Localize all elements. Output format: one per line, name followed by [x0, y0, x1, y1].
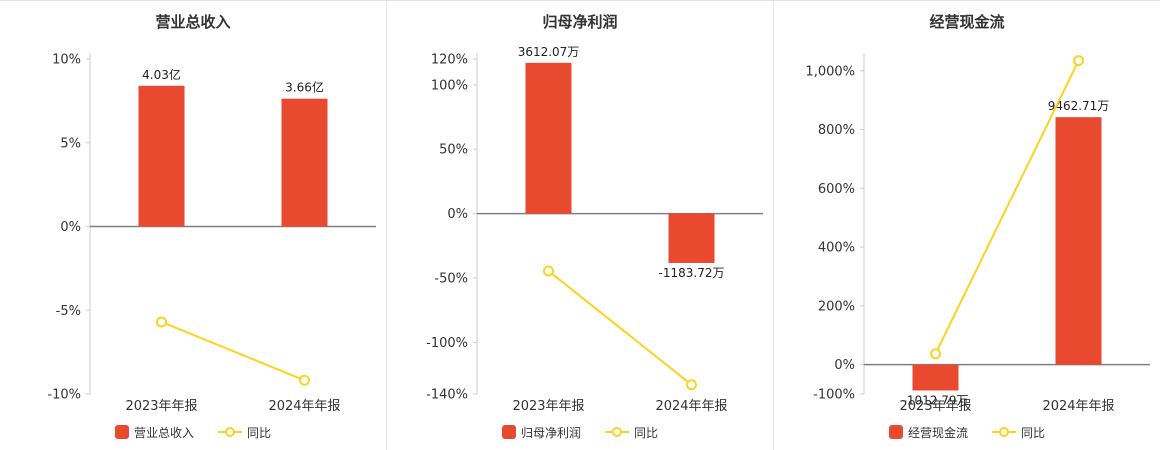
legend-label-bar-series: 营业总收入: [133, 425, 194, 440]
svg-text:600%: 600%: [818, 182, 855, 197]
svg-text:3612.07万: 3612.07万: [518, 45, 580, 59]
legend-item-bar-series[interactable]: 经营现金流: [888, 424, 968, 441]
bar-series-swatch-icon: [888, 425, 903, 439]
svg-text:2023年年报: 2023年年报: [899, 399, 971, 414]
chart-panel-operating-cash-flow: 经营现金流 1,000% 800% 600% 400% 200% 0% -100% -1012…: [773, 1, 1160, 450]
svg-text:100%: 100%: [431, 78, 468, 93]
svg-text:9462.71万: 9462.71万: [1048, 99, 1110, 113]
chart-panel-net-profit: 归母净利润 120% 100% 50% 0% -50% -100% -140% 3612.07…: [386, 1, 773, 450]
svg-text:2024年年报: 2024年年报: [268, 399, 340, 414]
svg-text:-5%: -5%: [56, 304, 81, 319]
svg-text:-1012.79万: -1012.79万: [903, 393, 969, 407]
bar-series-swatch-icon: [114, 425, 129, 439]
chart-canvas-operating-cash-flow: 1,000%800%600%400%200%0%-100% -1012.79万20…: [805, 53, 1150, 414]
line-series-marker-icon: [218, 427, 242, 437]
svg-text:4.03亿: 4.03亿: [142, 67, 181, 82]
legend-label-line-series: 同比: [1021, 425, 1046, 440]
legend-label-bar-series: 归母净利润: [520, 425, 581, 440]
svg-text:10%: 10%: [52, 53, 81, 68]
svg-text:-100%: -100%: [813, 388, 855, 403]
chart-legend-revenue: 营业总收入 同比: [0, 421, 386, 443]
chart-legend-operating-cash-flow: 经营现金流 同比: [774, 421, 1160, 443]
svg-text:-10%: -10%: [47, 388, 81, 403]
svg-text:-100%: -100%: [426, 336, 468, 351]
svg-text:3.66亿: 3.66亿: [285, 80, 324, 95]
svg-text:400%: 400%: [818, 241, 855, 256]
legend-item-line-series[interactable]: 同比: [992, 424, 1045, 441]
legend-label-bar-series: 经营现金流: [907, 425, 968, 440]
legend-item-bar-series[interactable]: 归母净利润: [501, 424, 581, 441]
line-series-marker-icon: [992, 427, 1016, 437]
legend-label-line-series: 同比: [247, 425, 272, 440]
svg-text:-50%: -50%: [434, 272, 468, 287]
legend-item-bar-series[interactable]: 营业总收入: [114, 424, 194, 441]
chart-title-operating-cash-flow: 经营现金流: [929, 13, 1005, 31]
chart-legend-net-profit: 归母净利润 同比: [387, 421, 773, 443]
svg-text:0%: 0%: [60, 220, 81, 235]
chart-panel-revenue: 营业总收入 10% 5% 0% -5% -10% 4.03亿 2023年年报 3.66亿 202…: [0, 1, 386, 450]
svg-text:2023年年报: 2023年年报: [512, 399, 584, 414]
legend-item-line-series[interactable]: 同比: [605, 424, 658, 441]
svg-text:5%: 5%: [60, 136, 81, 151]
chart-canvas-net-profit: 120% 100% 50% 0% -50% -100% -140% 3612.07万 2023年…: [426, 45, 763, 414]
svg-text:0%: 0%: [834, 358, 855, 373]
legend-label-line-series: 同比: [634, 425, 659, 440]
svg-text:2024年年报: 2024年年报: [1042, 399, 1114, 414]
svg-text:1,000%: 1,000%: [805, 64, 855, 79]
svg-text:200%: 200%: [818, 299, 855, 314]
svg-text:50%: 50%: [439, 143, 468, 158]
svg-text:2023年年报: 2023年年报: [125, 399, 197, 414]
legend-item-line-series[interactable]: 同比: [218, 424, 271, 441]
svg-text:0%: 0%: [447, 207, 468, 222]
svg-text:2024年年报: 2024年年报: [655, 399, 727, 414]
chart-title-net-profit: 归母净利润: [542, 13, 618, 31]
chart-title-revenue: 营业总收入: [155, 13, 231, 31]
svg-text:-140%: -140%: [426, 388, 468, 403]
line-series-marker-icon: [605, 427, 629, 437]
chart-canvas-revenue: 10% 5% 0% -5% -10% 4.03亿 2023年年报 3.66亿 2024年年报: [47, 53, 376, 414]
svg-text:120%: 120%: [431, 53, 468, 68]
svg-text:-1183.72万: -1183.72万: [659, 266, 725, 280]
bar-series-swatch-icon: [501, 425, 516, 439]
svg-text:800%: 800%: [818, 123, 855, 138]
